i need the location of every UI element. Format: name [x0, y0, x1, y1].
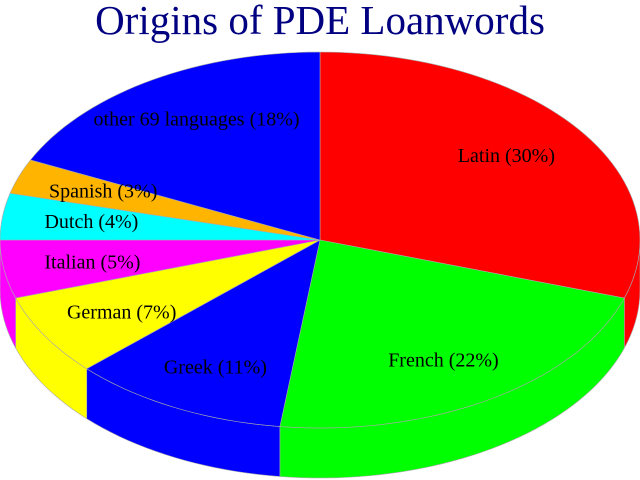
slice-label-2: Greek (11%) [164, 356, 267, 378]
slice-label-7: other 69 languages (18%) [94, 108, 300, 130]
pie-slice-1 [279, 239, 625, 429]
slice-label-5: Dutch (4%) [44, 211, 138, 233]
slice-label-1: French (22%) [388, 350, 499, 372]
pie-slice-2 [86, 239, 321, 427]
slice-label-3: German (7%) [67, 302, 176, 324]
pie-slice-5 [0, 192, 321, 241]
pie-slice-4 [0, 239, 321, 299]
pie-slice-3 [15, 239, 321, 370]
slice-label-6: Spanish (3%) [49, 181, 157, 203]
chart-title: Origins of PDE Loanwords [95, 0, 545, 43]
pie-slice-7 [29, 51, 321, 241]
pie-slice-6 [9, 159, 321, 241]
slice-label-0: Latin (30%) [458, 145, 555, 167]
slice-label-4: Italian (5%) [44, 251, 140, 273]
